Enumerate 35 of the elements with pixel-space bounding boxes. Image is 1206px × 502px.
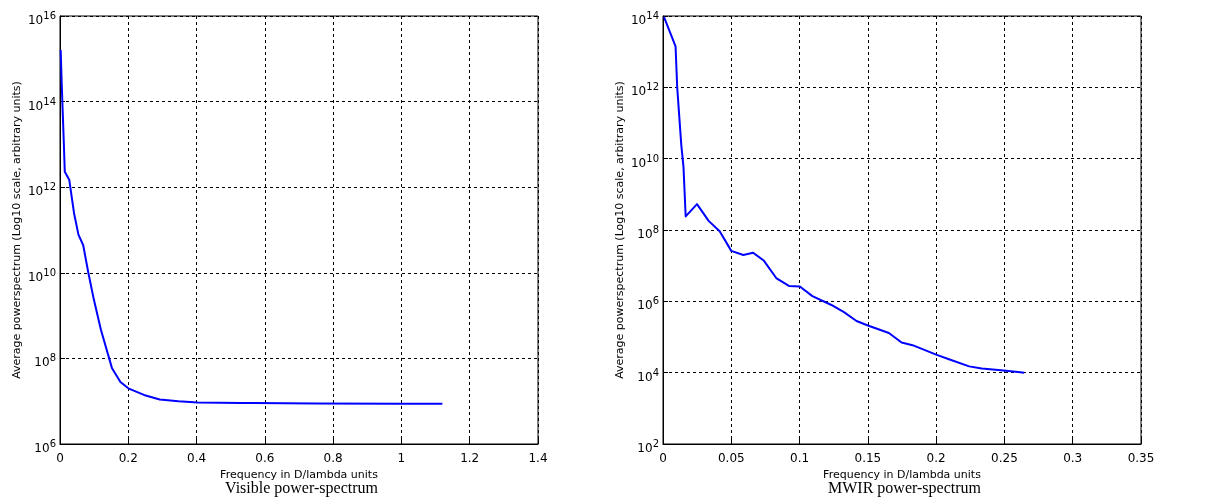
x-tick-label: 0.4	[187, 451, 207, 465]
x-tick-label: 0	[56, 451, 64, 465]
line-series	[662, 15, 1026, 374]
x-tick-label: 0.25	[991, 451, 1018, 465]
x-tick-label: 1	[397, 451, 406, 465]
x-tick-label: 0.1	[790, 451, 810, 465]
y-tick-label: 10$^{12}$	[27, 180, 56, 201]
x-tick-label: 0.35	[1127, 451, 1155, 465]
y-tick-label: 10$^{10}$	[630, 151, 659, 172]
y-axis-title: Average powerspectrum (Log10 scale, arbitrary units)	[613, 81, 626, 379]
x-tick-label: 1.4	[528, 451, 548, 465]
x-tick-label: 0.15	[854, 451, 882, 465]
x-tick-label: 0	[659, 451, 667, 465]
y-tick-label: 10$^{10}$	[27, 265, 56, 286]
x-axis-title: Frequency in D/lambda units	[220, 467, 379, 481]
y-tick-label: 10$^{16}$	[27, 9, 56, 29]
x-tick-label: 0.8	[323, 451, 343, 465]
y-tick-label: 10$^{4}$	[637, 365, 659, 386]
y-axis-title: Average powerspectrum (Log10 scale, arbitrary units)	[10, 81, 23, 379]
x-tick-label: 0.2	[926, 451, 946, 465]
line-series	[59, 49, 444, 405]
x-axis-title: Frequency in D/lambda units	[823, 467, 982, 481]
y-tick-label: 10$^{2}$	[637, 437, 659, 457]
y-tick-label: 10$^{14}$	[27, 94, 56, 115]
y-tick-label: 10$^{6}$	[637, 294, 659, 315]
x-tick-label: 1.2	[460, 451, 480, 465]
y-tick-label: 10$^{8}$	[34, 351, 56, 372]
x-tick-label: 0.6	[255, 451, 275, 465]
x-tick-label: 0.3	[1063, 451, 1083, 465]
x-tick-label: 0.05	[717, 451, 745, 465]
y-tick-label: 10$^{12}$	[630, 80, 659, 101]
y-tick-label: 10$^{8}$	[637, 223, 659, 243]
y-tick-label: 10$^{14}$	[630, 9, 659, 29]
x-tick-label: 0.2	[118, 451, 138, 465]
y-tick-label: 10$^{6}$	[34, 437, 56, 457]
